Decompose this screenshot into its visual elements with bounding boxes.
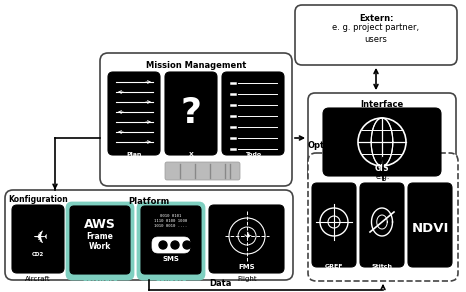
Text: Data: Data bbox=[209, 279, 231, 288]
Text: Plan: Plan bbox=[126, 152, 142, 157]
FancyBboxPatch shape bbox=[108, 72, 160, 155]
FancyBboxPatch shape bbox=[323, 108, 441, 176]
Text: ✈: ✈ bbox=[30, 223, 46, 241]
Text: Todo: Todo bbox=[245, 152, 261, 157]
Text: Flight: Flight bbox=[237, 276, 257, 282]
Text: FMS: FMS bbox=[239, 264, 255, 270]
Text: X: X bbox=[189, 152, 193, 157]
FancyBboxPatch shape bbox=[67, 203, 133, 279]
Circle shape bbox=[183, 241, 191, 249]
FancyBboxPatch shape bbox=[141, 206, 201, 274]
Text: GREF: GREF bbox=[325, 264, 343, 269]
Text: Extern:: Extern: bbox=[359, 14, 393, 23]
Text: e.g:: e.g: bbox=[376, 172, 390, 181]
Text: Aircraft: Aircraft bbox=[25, 276, 51, 282]
Text: NDVI: NDVI bbox=[411, 222, 449, 234]
Text: GIS: GIS bbox=[375, 164, 389, 173]
FancyBboxPatch shape bbox=[70, 206, 130, 274]
Text: CD2: CD2 bbox=[32, 252, 44, 257]
FancyBboxPatch shape bbox=[222, 72, 284, 155]
Text: e. g. project partner,
users: e. g. project partner, users bbox=[332, 23, 419, 44]
Circle shape bbox=[171, 241, 179, 249]
Text: Sensors: Sensors bbox=[155, 276, 187, 282]
FancyBboxPatch shape bbox=[295, 5, 457, 65]
Text: 0010 0101
1110 0100 1000
1010 0010 ....: 0010 0101 1110 0100 1000 1010 0010 .... bbox=[154, 214, 188, 228]
Text: Processing: Processing bbox=[357, 161, 409, 170]
FancyBboxPatch shape bbox=[209, 205, 284, 273]
Text: ✈: ✈ bbox=[243, 231, 251, 241]
FancyBboxPatch shape bbox=[308, 153, 458, 281]
FancyBboxPatch shape bbox=[5, 190, 293, 280]
Text: ?: ? bbox=[180, 96, 201, 130]
Text: Frame
Work: Frame Work bbox=[87, 232, 113, 251]
FancyBboxPatch shape bbox=[165, 72, 217, 155]
FancyBboxPatch shape bbox=[408, 183, 452, 267]
FancyBboxPatch shape bbox=[138, 203, 204, 279]
Text: Optional: Optional bbox=[308, 141, 349, 150]
Text: Software: Software bbox=[82, 276, 118, 282]
Text: Stitch: Stitch bbox=[371, 264, 392, 269]
FancyBboxPatch shape bbox=[308, 93, 456, 183]
Text: Interface: Interface bbox=[360, 100, 404, 109]
FancyBboxPatch shape bbox=[152, 237, 190, 253]
Text: Konfiguration: Konfiguration bbox=[8, 196, 68, 204]
Circle shape bbox=[159, 241, 167, 249]
Text: Mission Management: Mission Management bbox=[146, 61, 246, 70]
Text: AWS: AWS bbox=[84, 218, 116, 231]
FancyBboxPatch shape bbox=[360, 183, 404, 267]
Text: Platform: Platform bbox=[128, 197, 170, 206]
FancyBboxPatch shape bbox=[100, 53, 292, 186]
FancyBboxPatch shape bbox=[165, 162, 240, 180]
Text: SMS: SMS bbox=[163, 256, 179, 262]
FancyBboxPatch shape bbox=[312, 183, 356, 267]
FancyBboxPatch shape bbox=[12, 205, 64, 273]
